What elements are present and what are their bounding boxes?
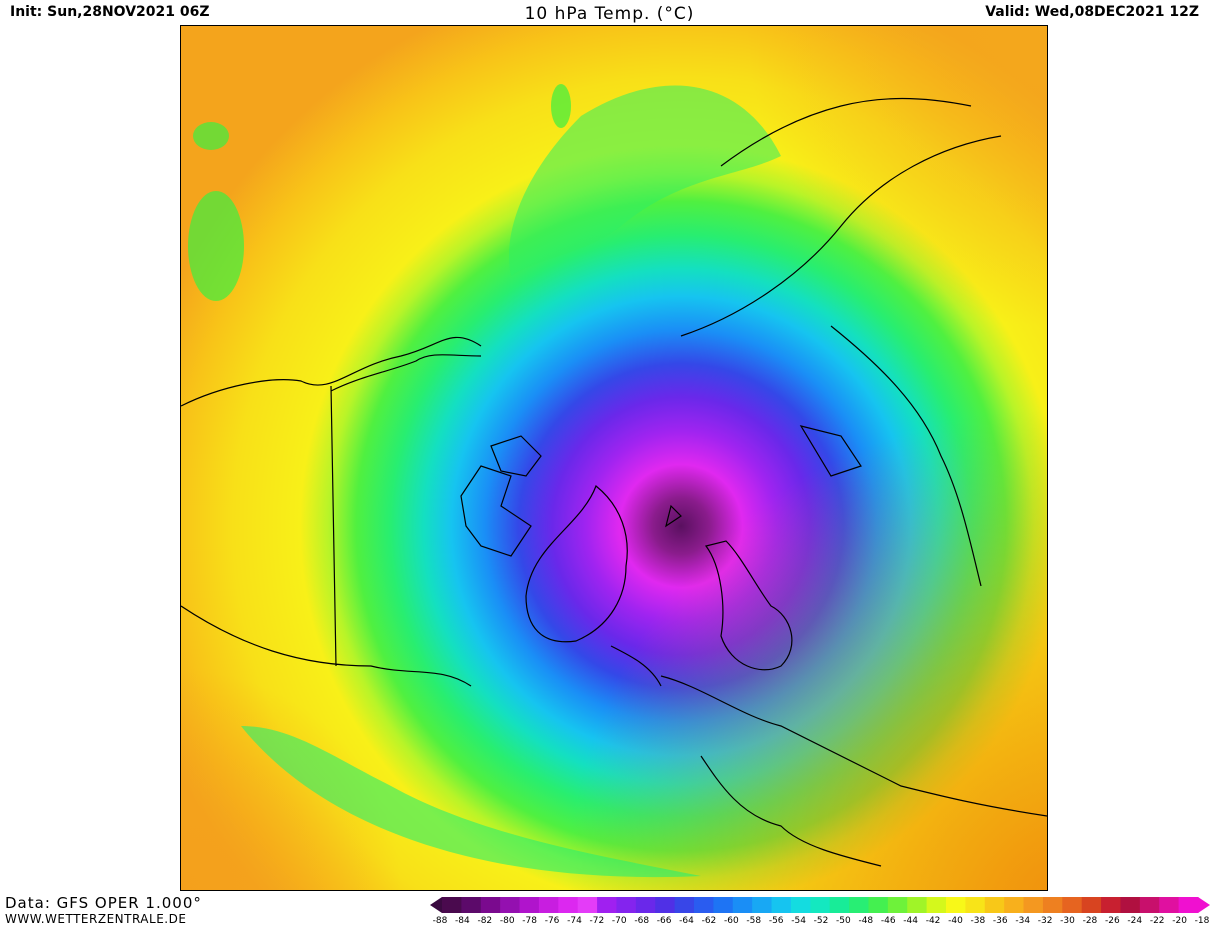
colorbar-tick-label: -48 bbox=[858, 916, 874, 926]
colorbar-tick-label: -60 bbox=[723, 916, 739, 926]
scandinavia-outline bbox=[704, 540, 793, 671]
colorbar-cell bbox=[732, 897, 753, 913]
colorbar-cell bbox=[597, 897, 617, 913]
colorbar-cell bbox=[946, 897, 966, 913]
colorbar-cell bbox=[577, 897, 598, 913]
colorbar-tick-label: -74 bbox=[567, 916, 582, 926]
colorbar-cell bbox=[771, 897, 792, 913]
colorbar-tick-label: -66 bbox=[656, 916, 672, 926]
colorbar-tick-label: -32 bbox=[1037, 916, 1053, 926]
greenland-outline bbox=[525, 485, 628, 643]
data-source-label: Data: GFS OPER 1.000° bbox=[5, 894, 202, 912]
colorbar-tick-label: -88 bbox=[432, 916, 448, 926]
website-label: WWW.WETTERZENTRALE.DE bbox=[5, 912, 187, 926]
colorbar-tick-label: -62 bbox=[701, 916, 717, 926]
colorbar-cell bbox=[519, 897, 540, 913]
colorbar-tick-label: -18 bbox=[1194, 916, 1210, 926]
colorbar-tick-label: -30 bbox=[1060, 916, 1075, 926]
colorbar-cell bbox=[480, 897, 501, 913]
colorbar-tick-label: -40 bbox=[948, 916, 963, 926]
colorbar-cell bbox=[694, 897, 714, 913]
colorbar-cell bbox=[1004, 897, 1025, 913]
colorbar-tick-label: -70 bbox=[611, 916, 627, 926]
colorbar-left-arrow bbox=[430, 897, 442, 913]
colorbar-tick-label: -36 bbox=[992, 916, 1008, 926]
colorbar-tick-label: -28 bbox=[1082, 916, 1098, 926]
colorbar-tick-label: -82 bbox=[477, 916, 493, 926]
colorbar-cell bbox=[1081, 897, 1102, 913]
colorbar-cell bbox=[461, 897, 482, 913]
colorbar-cell bbox=[926, 897, 947, 913]
colorbar-cell bbox=[752, 897, 773, 913]
colorbar-tick-label: -84 bbox=[455, 916, 470, 926]
colorbar-cell bbox=[500, 897, 521, 913]
colorbar-cell bbox=[810, 897, 831, 913]
valid-time-label: Valid: Wed,08DEC2021 12Z bbox=[985, 4, 1199, 20]
colorbar-cell bbox=[558, 897, 579, 913]
colorbar-tick-label: -44 bbox=[903, 916, 918, 926]
colorbar-tick-label: -38 bbox=[970, 916, 986, 926]
colorbar-labels: -88 -84 -82 -80 -78 -76 -74 -72 -70 -68 -66 -64 -62-… bbox=[433, 916, 1210, 928]
colorbar-tick-label: -52 bbox=[813, 916, 829, 926]
colorbar-tick-label: -58 bbox=[746, 916, 762, 926]
colorbar-cell bbox=[887, 897, 908, 913]
colorbar-cell bbox=[965, 897, 986, 913]
colorbar-tick-label: -80 bbox=[499, 916, 515, 926]
colorbar-tick-label: -54 bbox=[791, 916, 806, 926]
colorbar-tick-label: -20 bbox=[1172, 916, 1187, 926]
colorbar-cell bbox=[1042, 897, 1063, 913]
colorbar-tick-label: -76 bbox=[544, 916, 560, 926]
map-title: 10 hPa Temp. (°C) bbox=[524, 4, 695, 24]
map-canvas bbox=[181, 26, 1047, 890]
colorbar-tick-label: -68 bbox=[634, 916, 650, 926]
colorbar-cell bbox=[868, 897, 889, 913]
colorbar-tick-label: -24 bbox=[1127, 916, 1143, 926]
colorbar-tick-label: -46 bbox=[880, 916, 896, 926]
colorbar-cell bbox=[1159, 897, 1180, 913]
colorbar-cell bbox=[1023, 897, 1044, 913]
coastlines bbox=[181, 97, 1047, 867]
colorbar-tick-label: -22 bbox=[1149, 916, 1165, 926]
colorbar-cell bbox=[1101, 897, 1121, 913]
colorbar-tick-label: -26 bbox=[1104, 916, 1120, 926]
colorbar-tick-label: -72 bbox=[589, 916, 605, 926]
colorbar-cell bbox=[442, 897, 462, 913]
colorbar bbox=[430, 897, 1210, 913]
init-time-label: Init: Sun,28NOV2021 06Z bbox=[10, 4, 210, 20]
colorbar-cell bbox=[1062, 897, 1083, 913]
colorbar-tick-label: -78 bbox=[522, 916, 537, 926]
colorbar-tick-label: -56 bbox=[768, 916, 784, 926]
colorbar-cell bbox=[907, 897, 928, 913]
colorbar-right-arrow bbox=[1198, 897, 1210, 913]
colorbar-cell bbox=[984, 897, 1005, 913]
colorbar-cell bbox=[635, 897, 656, 913]
colorbar-cell bbox=[790, 897, 811, 913]
colorbar-tick-label: -50 bbox=[836, 916, 851, 926]
colorbar-cell bbox=[1139, 897, 1160, 913]
colorbar-cell bbox=[674, 897, 695, 913]
colorbar-tick-label: -64 bbox=[679, 916, 694, 926]
green-band-north bbox=[509, 85, 781, 276]
colorbar-cell bbox=[713, 897, 734, 913]
colorbar-cell bbox=[849, 897, 869, 913]
temperature-map bbox=[180, 25, 1048, 891]
colorbar-tick-label: -42 bbox=[925, 916, 941, 926]
colorbar-cell bbox=[1178, 897, 1199, 913]
colorbar-cell bbox=[538, 897, 559, 913]
colorbar-cell bbox=[616, 897, 637, 913]
green-band-south bbox=[241, 726, 701, 878]
colorbar-cell bbox=[829, 897, 850, 913]
colorbar-tick-label: -34 bbox=[1015, 916, 1031, 926]
colorbar-cell bbox=[1120, 897, 1141, 913]
colorbar-cell bbox=[655, 897, 676, 913]
